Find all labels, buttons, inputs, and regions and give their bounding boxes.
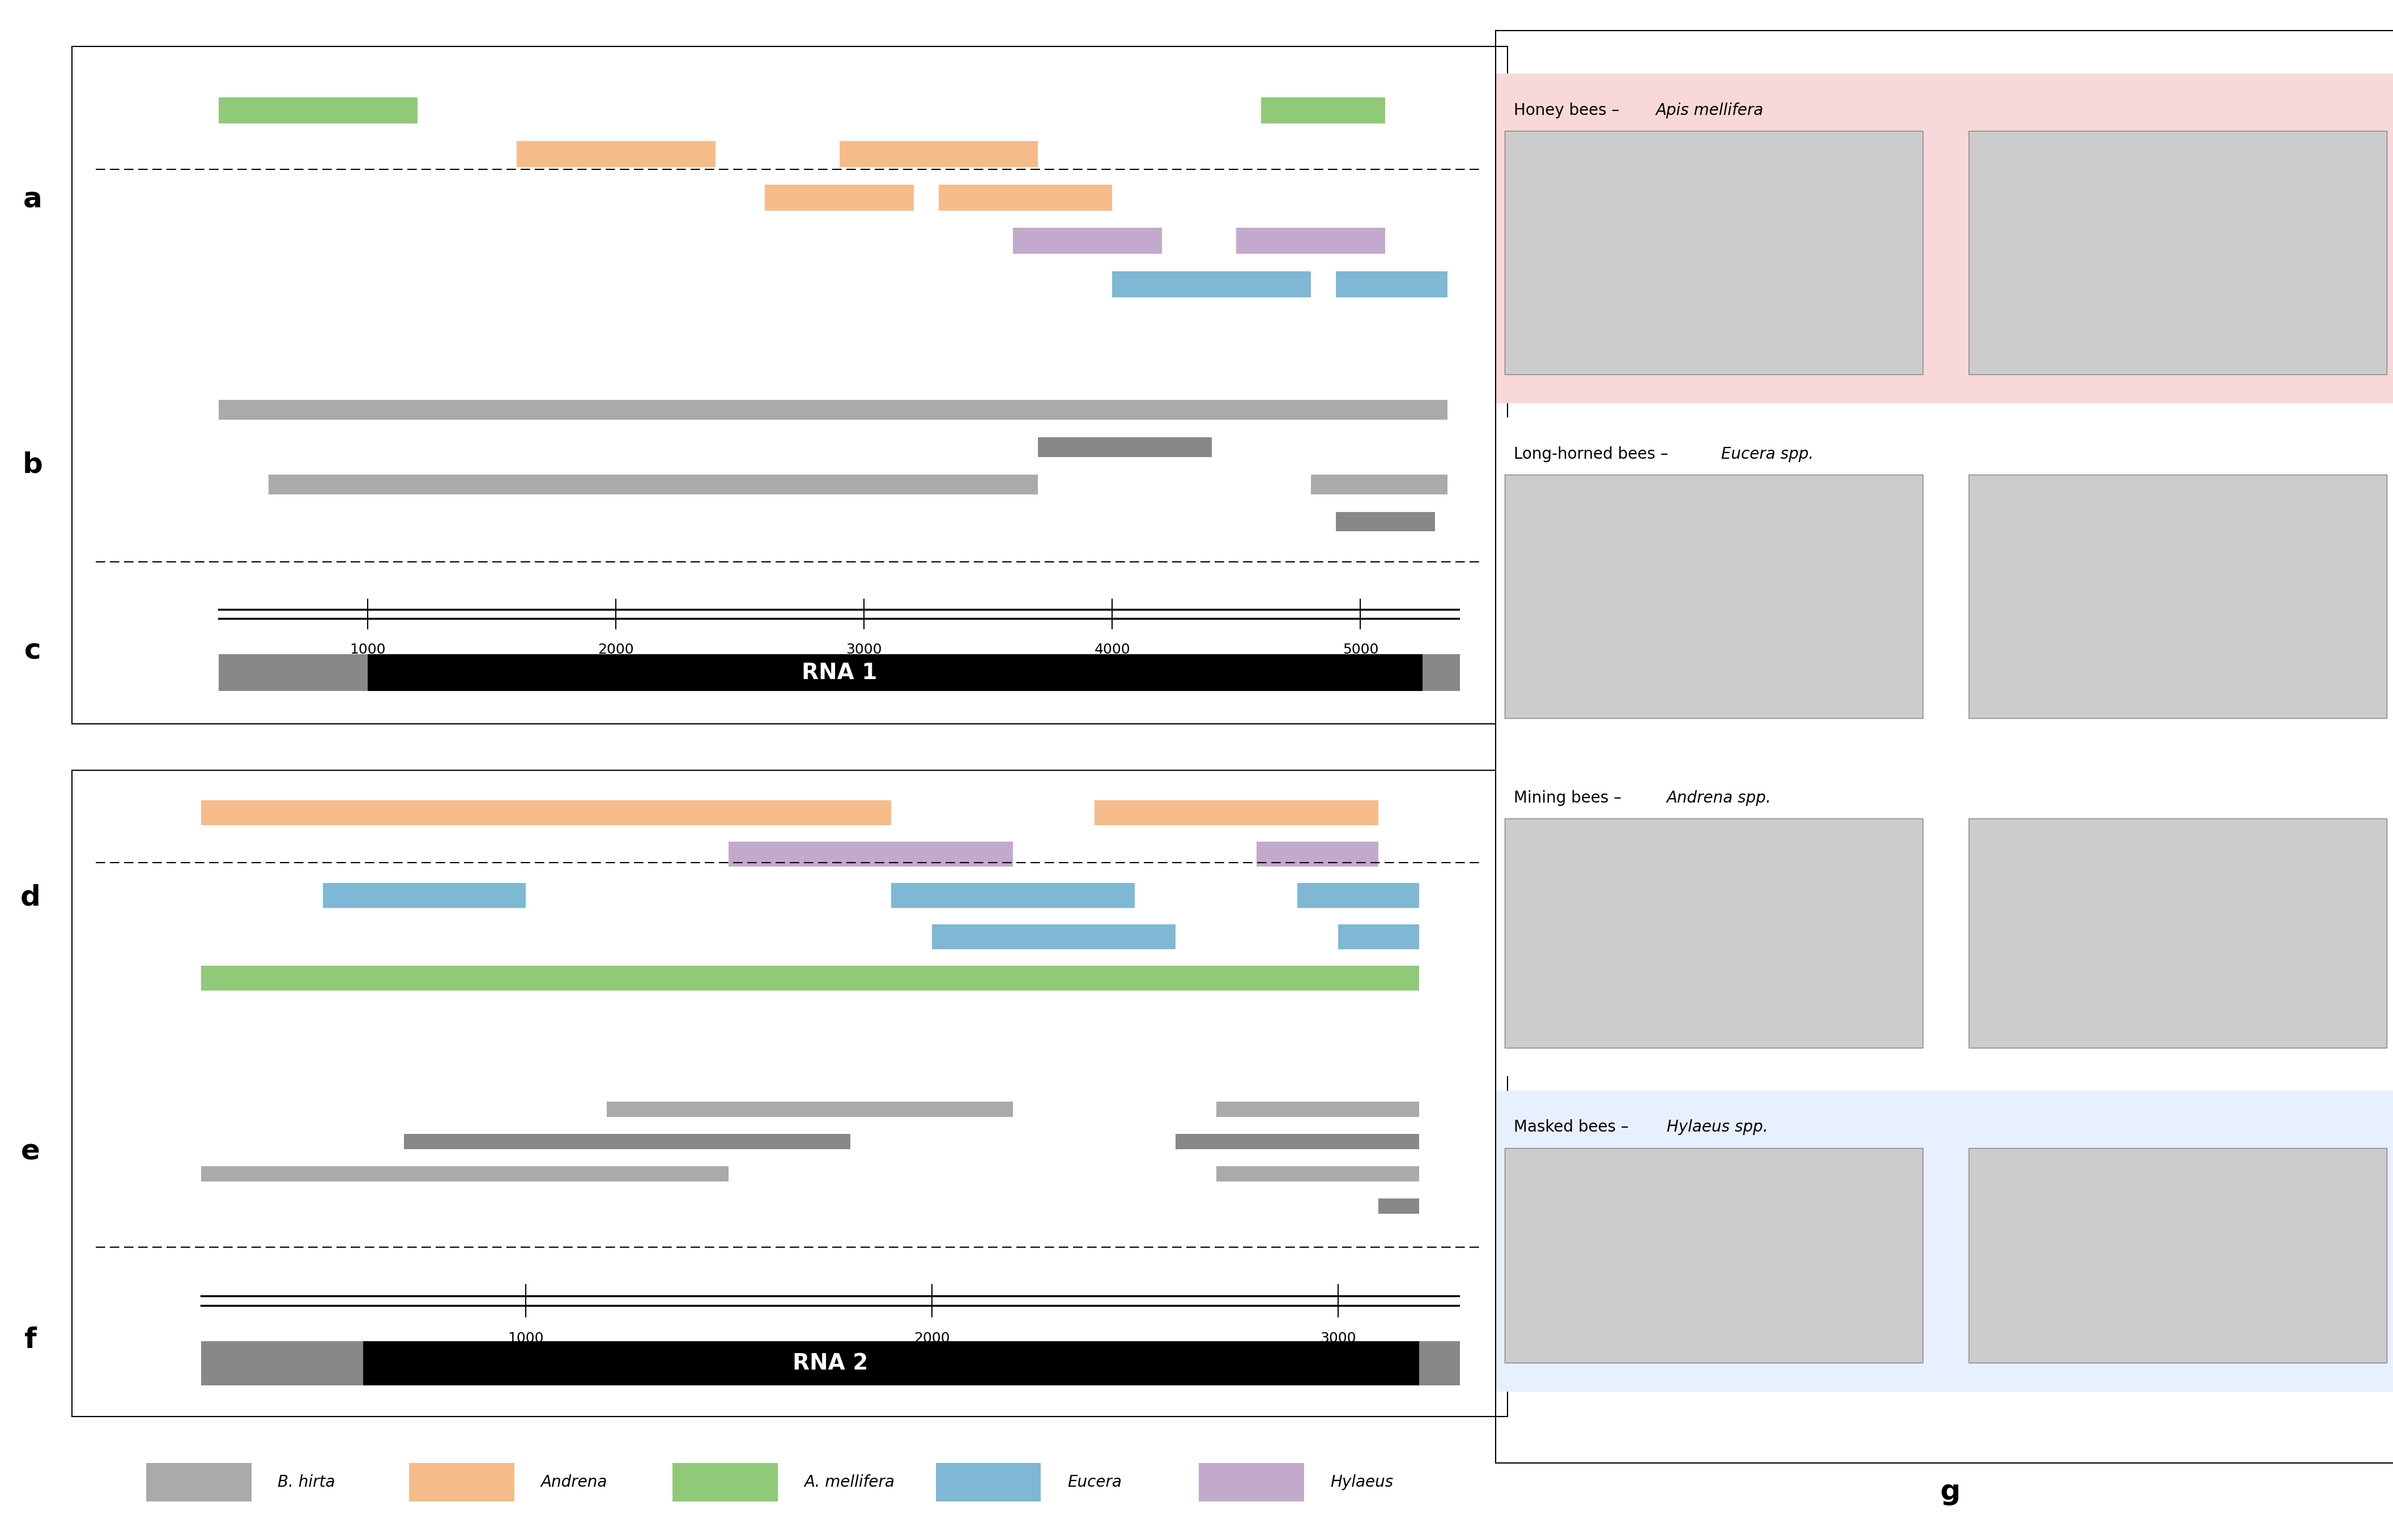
Bar xyxy=(1505,818,1924,1047)
Bar xyxy=(1199,1463,1304,1501)
Bar xyxy=(201,966,1419,990)
Bar xyxy=(1335,271,1448,297)
Text: e: e xyxy=(22,1138,41,1166)
Text: Hylaeus: Hylaeus xyxy=(1331,1474,1393,1491)
Bar xyxy=(938,185,1113,211)
Bar xyxy=(1496,761,2393,1076)
Text: Mining bees –: Mining bees – xyxy=(1515,790,1627,805)
Bar xyxy=(1505,1147,1924,1363)
Bar xyxy=(1496,417,2393,747)
Bar xyxy=(218,97,416,123)
Text: Andrena: Andrena xyxy=(541,1474,608,1491)
Text: 3000: 3000 xyxy=(1321,1332,1357,1344)
Bar xyxy=(1969,474,2386,718)
Text: 4000: 4000 xyxy=(1094,642,1129,656)
Bar xyxy=(1505,131,1924,374)
Bar xyxy=(1256,842,1378,867)
Text: Andrena spp.: Andrena spp. xyxy=(1666,790,1771,805)
Bar xyxy=(1311,474,1448,494)
Bar xyxy=(1216,1101,1419,1116)
Text: Eucera: Eucera xyxy=(1067,1474,1122,1491)
Bar xyxy=(608,1101,1012,1116)
Bar xyxy=(1969,1147,2386,1363)
Text: b: b xyxy=(22,451,43,477)
Bar xyxy=(672,1463,778,1501)
Text: B. hirta: B. hirta xyxy=(278,1474,335,1491)
Bar xyxy=(840,142,1039,166)
Bar xyxy=(1094,801,1378,825)
Text: Hylaeus spp.: Hylaeus spp. xyxy=(1666,1120,1768,1135)
Bar xyxy=(1505,474,1924,718)
Bar xyxy=(1113,271,1311,297)
Text: Apis mellifera: Apis mellifera xyxy=(1656,102,1764,119)
Bar xyxy=(1297,882,1419,909)
Bar xyxy=(1039,437,1211,457)
Bar xyxy=(201,1166,730,1181)
Bar xyxy=(218,400,1448,420)
Text: a: a xyxy=(24,186,43,213)
Bar xyxy=(890,882,1134,909)
Bar xyxy=(1237,228,1386,254)
Bar xyxy=(364,1341,1419,1386)
Bar xyxy=(1969,131,2386,374)
Bar xyxy=(323,882,526,909)
Bar xyxy=(409,1463,514,1501)
Text: 5000: 5000 xyxy=(1342,642,1378,656)
Text: g: g xyxy=(1941,1478,1960,1506)
Bar xyxy=(268,474,1039,494)
Bar xyxy=(1261,97,1386,123)
Text: 2000: 2000 xyxy=(914,1332,950,1344)
Text: f: f xyxy=(24,1326,36,1354)
Bar xyxy=(404,1133,850,1149)
Bar xyxy=(1338,924,1419,949)
Text: 3000: 3000 xyxy=(847,642,883,656)
Text: A. mellifera: A. mellifera xyxy=(804,1474,895,1491)
Bar xyxy=(1969,818,2386,1047)
Text: 1000: 1000 xyxy=(507,1332,543,1344)
Text: RNA 2: RNA 2 xyxy=(792,1352,869,1374)
Text: c: c xyxy=(24,638,41,664)
Bar xyxy=(730,842,1012,867)
Text: d: d xyxy=(19,884,41,912)
Bar xyxy=(931,924,1175,949)
Bar xyxy=(201,1341,364,1386)
Bar xyxy=(1175,1133,1419,1149)
Bar xyxy=(1496,74,2393,403)
Bar xyxy=(1335,511,1436,531)
Bar xyxy=(1012,228,1163,254)
Bar xyxy=(936,1463,1041,1501)
Bar xyxy=(218,654,369,691)
Bar xyxy=(1421,654,1460,691)
Bar xyxy=(1419,1341,1460,1386)
Text: 2000: 2000 xyxy=(598,642,634,656)
Bar xyxy=(1216,1166,1419,1181)
Text: Long-horned bees –: Long-horned bees – xyxy=(1515,447,1673,462)
Bar xyxy=(201,801,890,825)
Bar xyxy=(369,654,1421,691)
Bar xyxy=(766,185,914,211)
Bar xyxy=(146,1463,251,1501)
Text: Honey bees –: Honey bees – xyxy=(1515,102,1625,119)
Text: RNA 1: RNA 1 xyxy=(802,662,878,684)
Text: 1000: 1000 xyxy=(349,642,385,656)
Bar xyxy=(1378,1198,1419,1214)
Bar xyxy=(1496,1090,2393,1392)
Text: Eucera spp.: Eucera spp. xyxy=(1721,447,1814,462)
Text: Masked bees –: Masked bees – xyxy=(1515,1120,1634,1135)
Bar xyxy=(517,142,716,166)
